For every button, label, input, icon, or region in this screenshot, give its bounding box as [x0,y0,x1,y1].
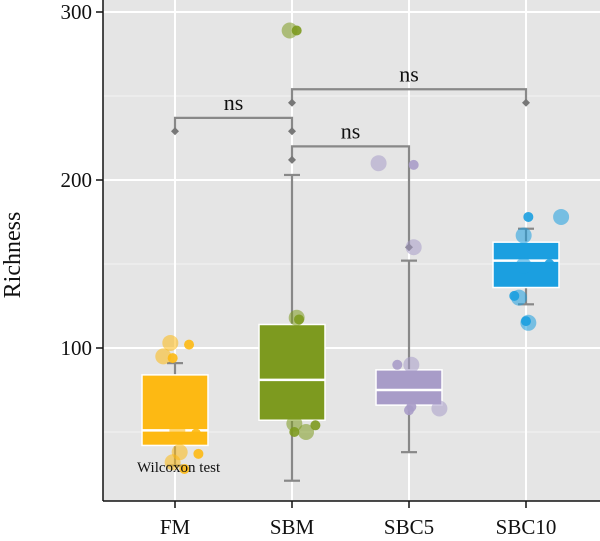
point-fm [169,422,186,439]
point-sbc5 [405,239,422,256]
point-fm [155,348,172,365]
point-sbc10 [510,289,527,306]
significance-brackets [171,88,530,252]
y-tick-label-100: 100 [61,336,93,360]
point-sbc10 [515,227,532,244]
bracket-end-marker [171,127,179,136]
point-sbm [289,427,300,437]
test-annotation: Wilcoxon test [137,460,221,476]
point-fm [164,454,181,471]
significance-label-1: ns [224,90,244,115]
point-sbm [310,420,321,431]
significance-label-2: ns [341,118,361,143]
point-sbm [298,424,315,440]
bracket-end-marker [288,127,296,136]
bracket-end-marker [288,155,296,164]
bracket-end-marker [522,98,530,107]
significance-label-3: ns [399,61,419,86]
x-tick-label-sbm: SBM [270,515,315,539]
box-plots [141,173,560,482]
point-fm [162,334,179,351]
box-sbc5 [375,369,443,406]
point-sbc10 [544,259,555,269]
x-tick-label-sbc10: SBC10 [496,515,557,539]
bracket-fm-sbm [173,116,294,132]
point-fm [184,339,195,350]
box-sbm [258,323,326,421]
point-sbc10 [553,208,570,225]
point-sbm [294,314,305,325]
bracket-end-marker [288,98,296,107]
point-sbm [281,22,298,39]
y-tick-label-300: 300 [61,0,93,24]
point-fm [191,428,202,439]
point-fm [179,463,190,474]
point-sbc10 [523,211,534,222]
point-sbc5 [431,400,448,417]
point-sbc5 [408,159,419,170]
bracket-sbm-sbc10 [290,88,528,103]
x-tick-label-sbc5: SBC5 [384,515,434,539]
point-sbm [291,25,302,36]
x-tick-label-fm: FM [160,515,191,539]
significance-labels: ns ns ns [224,61,419,143]
y-axis-title: Richness [0,212,26,299]
point-sbc5 [403,356,420,373]
data-points [155,22,570,474]
point-sbc10 [520,314,537,331]
axes-ticks: 100 200 300 FM SBM SBC5 SBC10 [61,0,557,539]
point-fm [193,448,204,459]
point-sbm [286,415,303,432]
point-fm [167,353,178,364]
point-sbc5 [392,359,403,370]
point-sbc5 [404,405,414,416]
y-tick-label-200: 200 [61,168,93,192]
bracket-sbm-sbc5 [290,145,411,248]
point-sbc10 [515,257,532,274]
point-sbc5 [370,155,387,172]
